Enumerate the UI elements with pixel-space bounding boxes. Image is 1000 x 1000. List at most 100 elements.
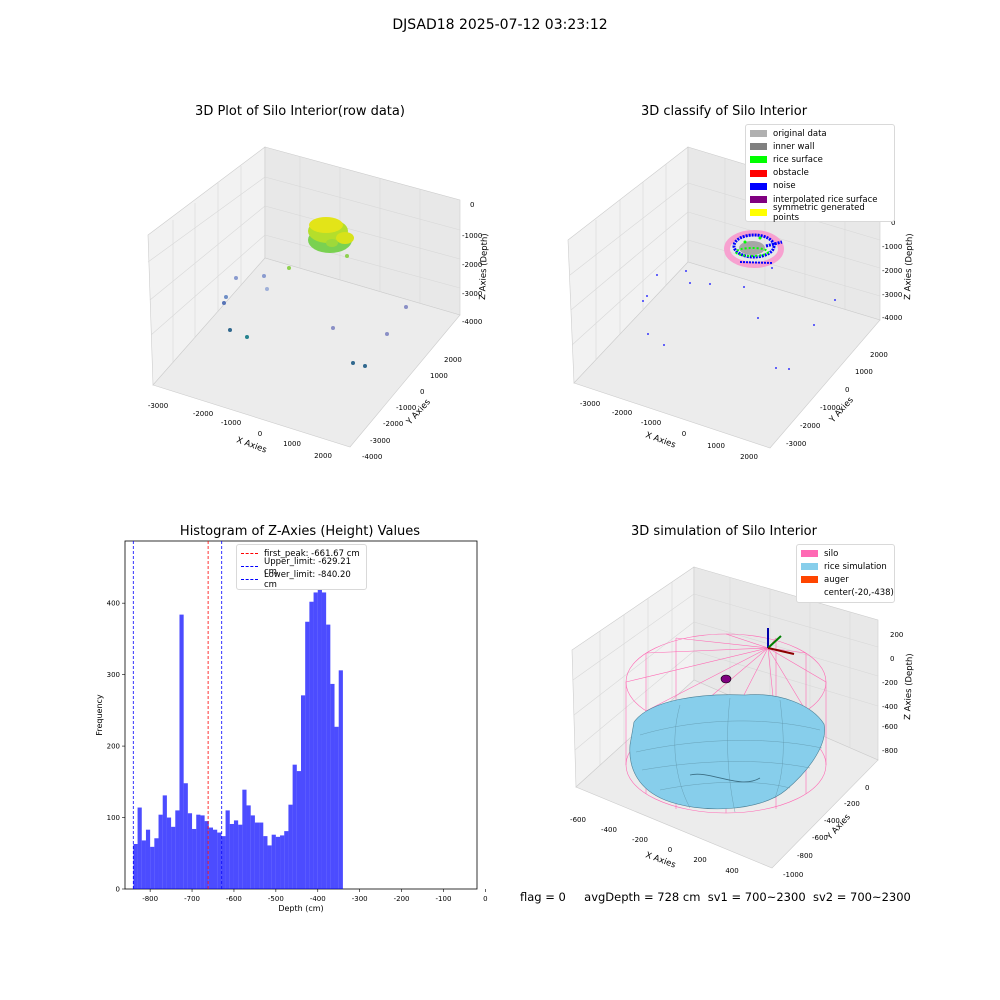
raw-ytick: 2000 (444, 356, 462, 364)
classify-ytick: 0 (845, 386, 849, 394)
histogram-bar (154, 838, 159, 889)
histogram-bar (229, 823, 234, 889)
classify-ytick: 1000 (855, 368, 873, 376)
orientation-triad (767, 628, 795, 655)
histogram-bar (187, 813, 193, 889)
legend-swatch (750, 169, 767, 177)
histogram-bar (166, 817, 172, 889)
histogram-bar (196, 814, 201, 889)
simulation-ztick: -400 (882, 703, 898, 711)
histogram-bar (179, 614, 184, 889)
raw-ztick: -1000 (462, 232, 482, 240)
classify-ztick: -3000 (882, 291, 902, 299)
simulation-axis-ticks: -600 -400 -200 0 200 400 -1000 -800 -600… (570, 631, 903, 879)
flag-text: flag = 0 (520, 890, 566, 904)
legend-swatch (750, 196, 767, 204)
histogram-bar (192, 828, 197, 889)
classify-panel-title: 3D classify of Silo Interior (640, 104, 808, 119)
raw-3d-axes: -3000 -2000 -1000 0 1000 2000 -4000 -300… (147, 146, 490, 461)
histogram-bar (137, 807, 142, 889)
histogram-vlines (132, 541, 223, 889)
classify-cluster (724, 230, 784, 268)
histogram-bar (141, 840, 146, 889)
histogram-bar (321, 592, 327, 889)
status-footer: flag = 0 avgDepth = 728 cm sv1 = 700~230… (520, 890, 911, 904)
simulation-ztick: -800 (882, 747, 898, 755)
histogram-bar (309, 601, 314, 889)
classify-ytick: -2000 (800, 422, 820, 430)
simulation-ytick: -200 (844, 800, 860, 808)
histogram-xlabel: Depth (cm) (278, 904, 323, 913)
simulation-zlabel: Z Axies (Depth) (903, 653, 915, 720)
histogram-bar (334, 726, 339, 889)
histogram-bar (296, 771, 301, 889)
legend-item-first-peak: first_peak: -661.67 cm (241, 547, 362, 560)
legend-swatch (801, 590, 818, 597)
raw-point (351, 361, 355, 365)
simulation-ztick: -200 (882, 679, 898, 687)
histogram-bar (250, 815, 255, 889)
legend-item-upper-limit: Upper_limit: -629.21 cm (241, 557, 362, 577)
legend-item-interpolated-rice-surface: interpolated rice surface (750, 193, 890, 206)
histogram-xtick-label: 0 (483, 895, 487, 903)
histogram-bar (133, 843, 138, 889)
sv2-text: sv2 = 700~2300 (812, 890, 911, 904)
legend-item-inner-wall: inner wall (750, 140, 890, 153)
histogram-bar (280, 835, 285, 889)
raw-point (234, 276, 238, 280)
classify-zlabel: Z Axies (Depth) (903, 233, 915, 300)
raw-ytick: 0 (420, 388, 424, 396)
legend-item-symmetric-generated-points: symmetric generated points (750, 203, 890, 223)
classify-xtick: 2000 (740, 453, 758, 461)
histogram-bar (263, 836, 268, 889)
raw-rice-cluster (308, 217, 354, 253)
raw-floor-pane (152, 257, 461, 448)
histogram-bar (225, 810, 230, 889)
raw-point (265, 287, 269, 291)
raw-xtick: -3000 (148, 402, 168, 410)
simulation-ytick: 0 (865, 784, 869, 792)
histogram-bar (292, 764, 297, 889)
simulation-xtick: 400 (725, 867, 738, 875)
simulation-xtick: -600 (570, 816, 586, 824)
histogram-bar (208, 827, 213, 889)
legend-item-auger: auger (801, 573, 890, 586)
raw-zlabel: Z Axies (Depth) (478, 233, 490, 300)
classify-noise-points (642, 267, 836, 370)
legend-item-noise: noise (750, 180, 890, 193)
histogram-bar (150, 846, 155, 889)
histogram-bar (326, 624, 331, 889)
legend-item-rice-surface: rice surface (750, 153, 890, 166)
raw-point (331, 326, 335, 330)
raw-xtick: -2000 (193, 410, 213, 418)
raw-grid (147, 157, 461, 363)
simulation-panel-title: 3D simulation of Silo Interior (631, 524, 817, 539)
histogram-yticks: 0 100 200 300 400 (107, 600, 125, 894)
histogram-bar (288, 804, 293, 889)
legend-swatch (801, 563, 818, 571)
classify-legend: original data inner wall rice surface ob… (745, 124, 895, 223)
classify-xtick: -2000 (612, 409, 632, 417)
raw-point (222, 301, 226, 305)
histogram-bar (338, 670, 343, 889)
classify-ztick: -4000 (882, 314, 902, 322)
raw-point (262, 274, 266, 278)
simulation-xtick: 0 (668, 846, 672, 854)
simulation-legend: silo rice simulation auger center(-20,-4… (796, 544, 895, 603)
raw-ztick: -4000 (462, 318, 482, 326)
simulation-xlabel: X Axies (644, 850, 677, 870)
classify-ztick: -1000 (882, 243, 902, 251)
raw-point (245, 335, 249, 339)
raw-xtick: 1000 (283, 440, 301, 448)
histogram-bar (254, 822, 260, 889)
raw-point (345, 254, 349, 258)
histogram-bar (171, 826, 176, 889)
simulation-ztick: 200 (890, 631, 903, 639)
histogram-xtick-label: -100 (436, 895, 452, 903)
raw-scatter-points (222, 254, 408, 368)
histogram-bar (204, 821, 209, 889)
legend-item-original-data: original data (750, 127, 890, 140)
simulation-ytick: -1000 (783, 871, 803, 879)
raw-ytick: 1000 (430, 372, 448, 380)
raw-xtick: -1000 (221, 419, 241, 427)
